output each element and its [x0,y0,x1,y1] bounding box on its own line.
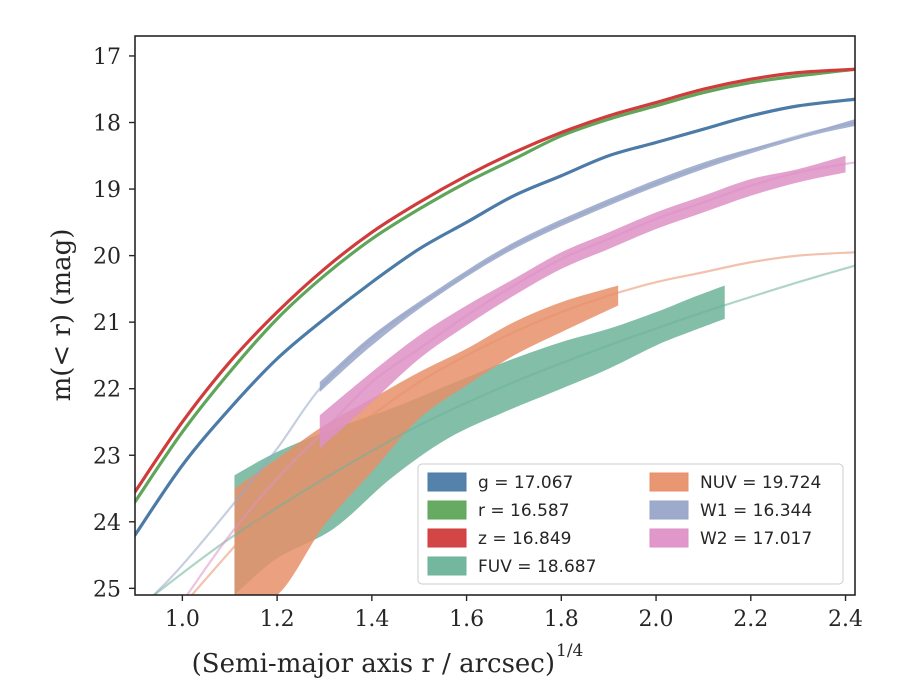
x-tick-label: 2.2 [733,607,768,632]
y-tick-label: 21 [93,311,121,336]
y-tick-label: 20 [93,245,121,270]
x-tick-label: 1.2 [260,607,295,632]
legend-label: g = 17.067 [478,473,573,493]
model-line-w2 [186,161,855,595]
model-line-r [135,67,855,504]
y-tick-label: 23 [93,444,121,469]
legend-swatch [427,556,467,576]
x-tick-label: 1.6 [449,607,484,632]
x-tick-label: 2.0 [639,607,674,632]
model-line-z [135,67,855,494]
x-tick-label: 1.0 [165,607,200,632]
legend-swatch [649,500,689,520]
x-axis-label: (Semi-major axis r / arcsec) [192,649,555,679]
model-line-nuv [190,251,855,595]
legend-label: W2 = 17.017 [700,529,812,549]
legend-swatch [649,472,689,492]
y-tick-label: 19 [93,178,121,203]
legend-label: NUV = 19.724 [700,473,821,493]
legend-label: FUV = 18.687 [478,557,596,577]
x-tick-label: 1.4 [354,607,389,632]
plot-frame [134,35,856,596]
legend-swatch [427,528,467,548]
axis-layer: 1.0 1.2 1.4 1.6 1.8 2.0 2.2 2.4 17 18 19 20 21 22 23 24… [93,45,863,632]
legend-frame [417,463,844,585]
band-fuv [234,285,725,595]
y-tick-label: 24 [93,511,121,536]
y-tick-label: 18 [93,112,121,137]
legend-swatch [427,500,467,520]
legend-label: r = 16.587 [478,501,570,521]
band-nuv [234,285,619,595]
legend-swatch [427,472,467,492]
model-line-w1 [152,121,855,595]
y-tick-label: 25 [93,577,121,602]
x-tick-label: 2.4 [828,607,863,632]
y-tick-label: 17 [93,45,121,70]
x-axis-title: (Semi-major axis r / arcsec) 1/4 [192,641,584,679]
x-tick-label: 1.8 [544,607,579,632]
model-line-g [135,97,855,537]
legend-label: z = 16.849 [478,529,571,549]
legend: g = 17.067 r = 16.587 z = 16.849 FUV = 18.6… [417,463,844,585]
series-layer [135,67,855,595]
x-axis-label-exponent: 1/4 [556,641,583,661]
legend-label: W1 = 16.344 [700,501,812,521]
legend-swatch [649,528,689,548]
y-tick-label: 22 [93,378,121,403]
y-axis-label: m(< r) (mag) [47,229,77,402]
